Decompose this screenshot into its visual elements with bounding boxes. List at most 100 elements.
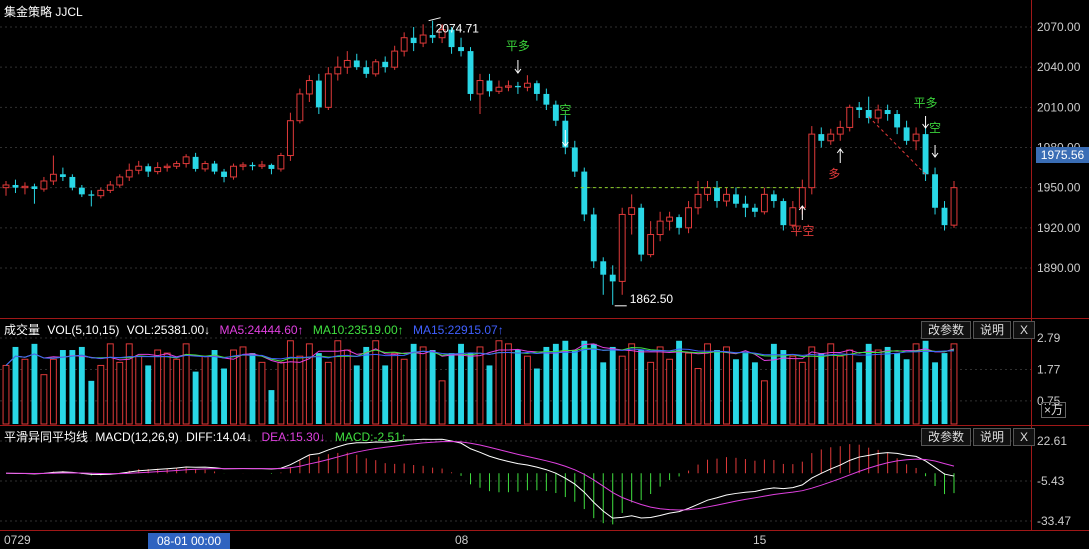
- candle-body: [343, 59, 351, 68]
- volume-bar: [476, 346, 484, 425]
- candle-body: [163, 165, 171, 169]
- candle-body: [363, 67, 370, 74]
- volume-bar: [277, 361, 285, 425]
- volume-bar: [714, 350, 720, 424]
- ma5-value: MA5:24444.60↑: [219, 323, 304, 337]
- volume-bar: [249, 353, 256, 424]
- volume-bar: [324, 361, 332, 425]
- signal-arrowhead: [561, 141, 569, 147]
- macd-edit-params-button[interactable]: 改参数: [921, 428, 971, 446]
- volume-bar: [685, 352, 692, 425]
- candle-body: [827, 133, 835, 142]
- candle-body: [770, 194, 777, 202]
- volume-bar: [533, 368, 540, 424]
- candle-body: [495, 86, 503, 92]
- candle-body: [239, 164, 247, 167]
- candle-body: [334, 66, 342, 75]
- volume-bar: [950, 343, 958, 425]
- volume-bar: [305, 343, 313, 425]
- volume-bar: [894, 353, 901, 424]
- macd-help-button[interactable]: 说明: [973, 428, 1011, 446]
- volume-bar: [590, 343, 597, 424]
- volume-bar: [88, 380, 95, 424]
- signal-label: 多: [828, 167, 840, 181]
- candle-body: [789, 207, 797, 226]
- candle-body: [2, 184, 10, 189]
- volume-bar: [552, 343, 559, 424]
- candle-body: [742, 203, 749, 208]
- candle-body: [49, 173, 57, 182]
- volume-bar: [846, 349, 854, 425]
- candle-body: [647, 234, 655, 256]
- volume-bar: [865, 343, 872, 424]
- volume-bar: [296, 355, 304, 425]
- volume-tick-label: 0.75: [1037, 394, 1061, 408]
- volume-bar: [410, 343, 417, 424]
- volume-bar: [514, 350, 521, 424]
- volume-tick-label: 1.77: [1037, 362, 1061, 376]
- volume-bar: [363, 346, 370, 424]
- candle-body: [760, 193, 768, 213]
- volume-bar: [628, 343, 636, 425]
- volume-help-button[interactable]: 说明: [973, 321, 1011, 339]
- volume-bar: [419, 346, 427, 425]
- candle-body: [543, 93, 550, 105]
- volume-close-button[interactable]: X: [1013, 321, 1035, 339]
- volume-bar: [486, 365, 493, 424]
- candle-body: [31, 186, 38, 190]
- volume-bar: [438, 380, 446, 425]
- volume-bar: [315, 353, 322, 424]
- instrument-code: JJCL: [55, 5, 83, 19]
- candle-body: [751, 207, 758, 212]
- signal-arrowhead: [922, 123, 929, 129]
- volume-bar: [173, 358, 181, 425]
- volume-bar: [941, 353, 948, 424]
- candle-body: [410, 37, 417, 44]
- candle-body: [40, 180, 48, 190]
- volume-bar: [286, 340, 294, 425]
- high-price-label: 2074.71: [436, 22, 480, 36]
- macd-title: 平滑异同平均线: [4, 430, 89, 444]
- candle-body: [808, 133, 816, 189]
- candle-body: [581, 171, 588, 215]
- candle-body: [733, 194, 739, 204]
- signal-label: 平空: [790, 224, 814, 238]
- volume-bar: [543, 346, 550, 424]
- macd-close-button[interactable]: X: [1013, 428, 1035, 446]
- candle-body: [221, 171, 227, 177]
- volume-bar: [154, 349, 162, 425]
- volume-edit-params-button[interactable]: 改参数: [921, 321, 971, 339]
- volume-title: 成交量: [4, 323, 41, 337]
- volume-bar: [182, 343, 190, 425]
- candle-body: [685, 207, 692, 229]
- volume-bar: [258, 361, 266, 425]
- candle-body: [182, 156, 190, 165]
- volume-bar: [31, 343, 38, 424]
- volume-bar: [856, 362, 863, 424]
- trend-line: [868, 116, 926, 175]
- candle-body: [590, 214, 597, 262]
- volume-bar: [69, 350, 76, 424]
- candle-body: [552, 104, 559, 121]
- volume-bar: [808, 346, 816, 425]
- candle-body: [438, 29, 446, 39]
- candle-body: [458, 47, 464, 52]
- volume-bar: [647, 361, 655, 425]
- candle-body: [230, 165, 237, 178]
- volume-bar: [932, 362, 938, 424]
- macd-params: MACD(12,26,9): [95, 430, 179, 444]
- volume-bar: [334, 340, 342, 425]
- volume-bar: [676, 340, 683, 424]
- candle-body: [59, 174, 66, 177]
- high-marker-line: [428, 17, 441, 22]
- crosshair-time-label: 08-01 00:00: [148, 533, 230, 549]
- volume-bar: [694, 368, 702, 425]
- candle-body: [912, 133, 920, 142]
- volume-bar: [562, 340, 569, 424]
- volume-bar: [818, 353, 825, 424]
- candle-body: [846, 106, 854, 128]
- volume-header: 成交量 VOL(5,10,15) VOL:25381.00↓ MA5:24444…: [4, 321, 510, 338]
- volume-bar: [400, 358, 408, 425]
